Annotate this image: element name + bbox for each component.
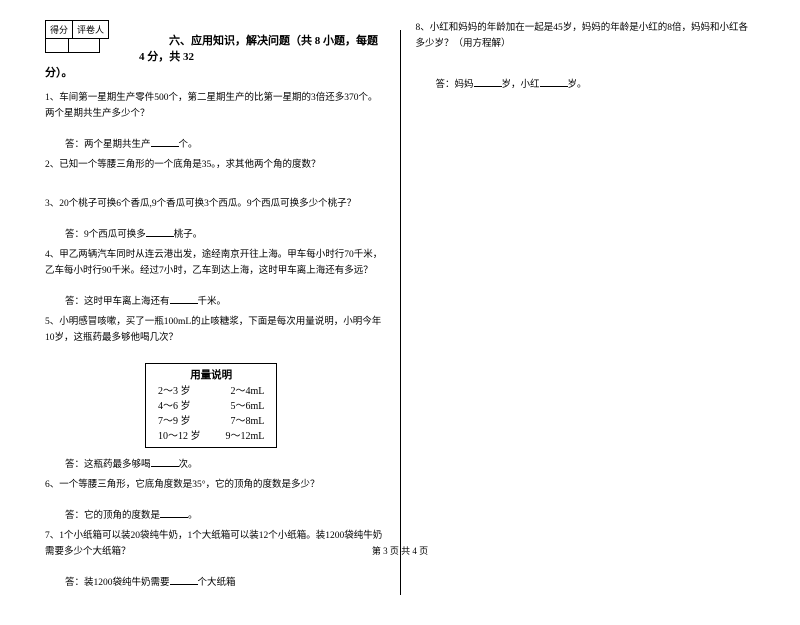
dosage-amount: 5～6mL [231, 399, 265, 414]
dosage-row: 7～9 岁 7～8mL [158, 414, 264, 429]
header-row: 得分 评卷人 六、应用知识，解决问题（共 8 小题，每题 4 分，共 32 [45, 20, 385, 64]
answer-8-mid: 岁，小红 [502, 80, 540, 90]
answer-3: 答：9个西瓜可换多 桃子。 [65, 226, 385, 243]
answer-7-suffix: 个大纸箱 [198, 578, 236, 588]
answer-3-text: 答：9个西瓜可换多 [65, 230, 146, 240]
dosage-amount: 7～8mL [231, 414, 265, 429]
dosage-table: 用量说明 2～3 岁 2～4mL 4～6 岁 5～6mL 7～9 岁 7～8mL 10… [145, 363, 277, 448]
dosage-row: 4～6 岁 5～6mL [158, 399, 264, 414]
answer-4: 答：这时甲车离上海还有 千米。 [65, 293, 385, 310]
answer-1-text: 答：两个星期共生产 [65, 140, 151, 150]
left-column: 得分 评卷人 六、应用知识，解决问题（共 8 小题，每题 4 分，共 32 分）… [30, 20, 400, 595]
blank [540, 76, 568, 87]
dosage-age: 10～12 岁 [158, 429, 201, 444]
answer-5-text: 答：这瓶药最多够喝 [65, 460, 151, 470]
answer-8: 答：妈妈 岁，小红 岁。 [436, 76, 756, 93]
answer-5-suffix: 次。 [179, 460, 198, 470]
grader-empty-cell [68, 39, 100, 53]
dosage-title: 用量说明 [158, 367, 264, 382]
dosage-row: 2～3 岁 2～4mL [158, 384, 264, 399]
blank [170, 574, 198, 585]
dosage-age: 7～9 岁 [158, 414, 191, 429]
blank [474, 76, 502, 87]
question-6: 6、一个等腰三角形，它底角度数是35°，它的顶角的度数是多少？ [45, 477, 385, 493]
answer-5: 答：这瓶药最多够喝 次。 [65, 456, 385, 473]
score-label: 得分 [45, 20, 72, 39]
answer-3-suffix: 桃子。 [174, 230, 203, 240]
blank [151, 136, 179, 147]
section-title-end: 分）。 [45, 64, 385, 80]
question-5: 5、小明感冒咳嗽，买了一瓶100mL的止咳糖浆，下面是每次用量说明，小明今年10… [45, 314, 385, 346]
dosage-row: 10～12 岁 9～12mL [158, 429, 264, 444]
grader-label: 评卷人 [72, 20, 109, 39]
score-empty-cell [45, 39, 68, 53]
page-footer: 第 3 页 共 4 页 [0, 544, 800, 557]
question-1: 1、车间第一星期生产零件500个，第二星期生产的比第一星期的3倍还多370个。两… [45, 90, 385, 122]
answer-6: 答：它的顶角的度数是。 [65, 507, 385, 524]
dosage-age: 4～6 岁 [158, 399, 191, 414]
answer-6-text: 答：它的顶角的度数是 [65, 511, 160, 521]
answer-7: 答：装1200袋纯牛奶需要 个大纸箱 [65, 574, 385, 591]
answer-8-prefix: 答：妈妈 [436, 80, 474, 90]
question-4: 4、甲乙两辆汽车同时从连云港出发，途经南京开往上海。甲车每小时行70千米，乙车每… [45, 247, 385, 279]
dosage-amount: 2～4mL [231, 384, 265, 399]
answer-4-text: 答：这时甲车离上海还有 [65, 297, 170, 307]
answer-1: 答：两个星期共生产 个。 [65, 136, 385, 153]
question-8: 8、小红和妈妈的年龄加在一起是45岁，妈妈的年龄是小红的8倍，妈妈和小红各多少岁… [416, 20, 756, 52]
blank [170, 293, 198, 304]
blank [151, 456, 179, 467]
answer-4-suffix: 千米。 [198, 297, 227, 307]
answer-7-text: 答：装1200袋纯牛奶需要 [65, 578, 170, 588]
section-title: 六、应用知识，解决问题（共 8 小题，每题 4 分，共 32 [139, 35, 378, 63]
question-3: 3、20个桃子可换6个香瓜,9个香瓜可换3个西瓜。9个西瓜可换多少个桃子？ [45, 196, 385, 212]
page-container: 得分 评卷人 六、应用知识，解决问题（共 8 小题，每题 4 分，共 32 分）… [0, 0, 800, 625]
right-column: 8、小红和妈妈的年龄加在一起是45岁，妈妈的年龄是小红的8倍，妈妈和小红各多少岁… [401, 20, 771, 595]
score-box: 得分 评卷人 [45, 20, 109, 53]
blank [160, 507, 188, 518]
answer-1-suffix: 个。 [179, 140, 198, 150]
dosage-amount: 9～12mL [226, 429, 265, 444]
question-2: 2、已知一个等腰三角形的一个底角是35。，求其他两个角的度数？ [45, 157, 385, 173]
answer-8-suffix: 岁。 [568, 80, 587, 90]
blank [146, 226, 174, 237]
dosage-age: 2～3 岁 [158, 384, 191, 399]
